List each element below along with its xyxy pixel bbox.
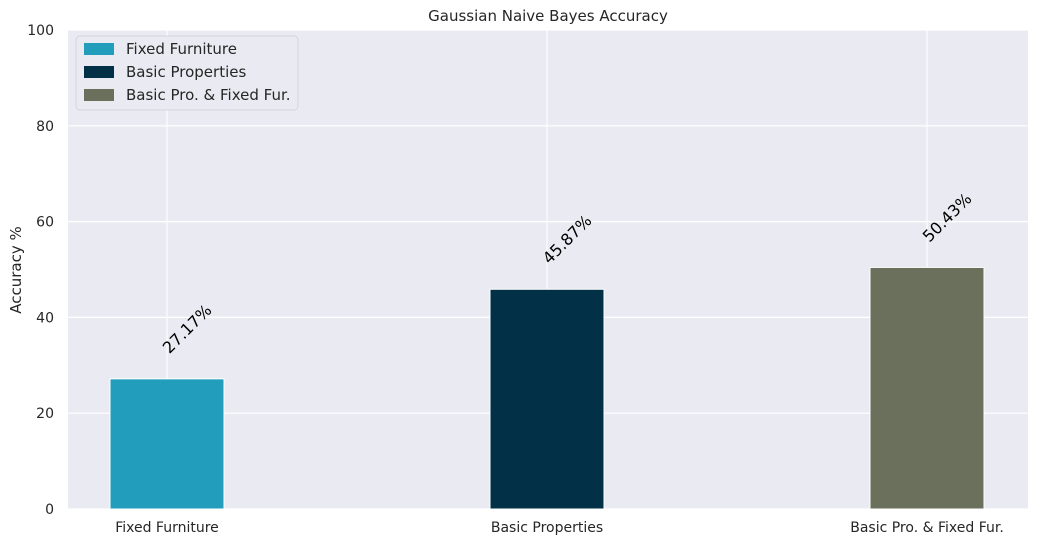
legend: Fixed Furniture Basic Properties Basic Pro… <box>75 35 299 111</box>
bars <box>109 266 985 510</box>
legend-swatch <box>84 66 114 78</box>
y-tick-label: 80 <box>36 119 54 135</box>
y-tick-label: 40 <box>36 310 54 326</box>
y-tick-label: 0 <box>45 502 54 518</box>
x-tick-labels: Fixed Furniture Basic Properties Basic Pro… <box>115 520 1004 536</box>
y-tick-label: 100 <box>27 23 54 39</box>
y-tick-labels: 0 20 40 60 80 100 <box>27 23 54 518</box>
legend-label: Basic Properties <box>126 63 246 81</box>
legend-label: Basic Pro. & Fixed Fur. <box>126 86 291 104</box>
bar-1 <box>109 378 225 510</box>
bar-3 <box>869 266 985 510</box>
y-axis-title: Accuracy % <box>7 226 25 314</box>
y-tick-label: 20 <box>36 406 54 422</box>
bar-2 <box>489 288 605 510</box>
x-tick-label: Fixed Furniture <box>115 520 219 536</box>
legend-label: Fixed Furniture <box>126 40 237 58</box>
legend-swatch <box>84 89 114 101</box>
chart-title: Gaussian Naive Bayes Accuracy <box>428 7 668 25</box>
x-tick-label: Basic Properties <box>491 520 603 536</box>
y-tick-label: 60 <box>36 215 54 231</box>
legend-box <box>75 35 299 111</box>
legend-swatch <box>84 43 114 55</box>
x-tick-label: Basic Pro. & Fixed Fur. <box>850 520 1004 536</box>
